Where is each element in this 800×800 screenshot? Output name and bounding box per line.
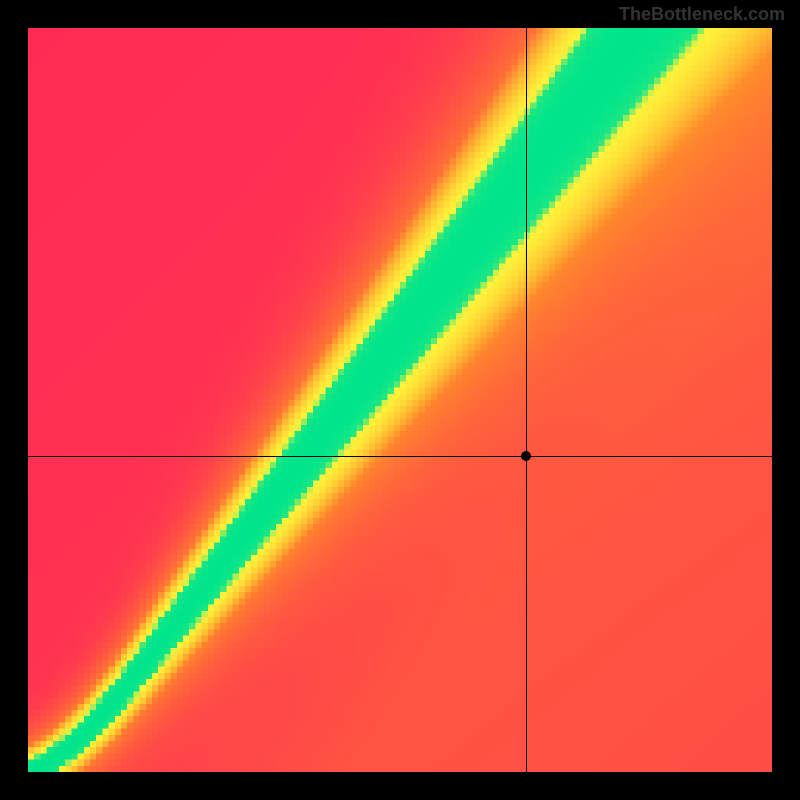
watermark-text: TheBottleneck.com (619, 4, 785, 25)
crosshair-horizontal (28, 456, 772, 457)
heatmap-canvas (28, 28, 772, 772)
crosshair-vertical (526, 28, 527, 772)
heatmap-plot (28, 28, 772, 772)
marker-point (521, 451, 531, 461)
